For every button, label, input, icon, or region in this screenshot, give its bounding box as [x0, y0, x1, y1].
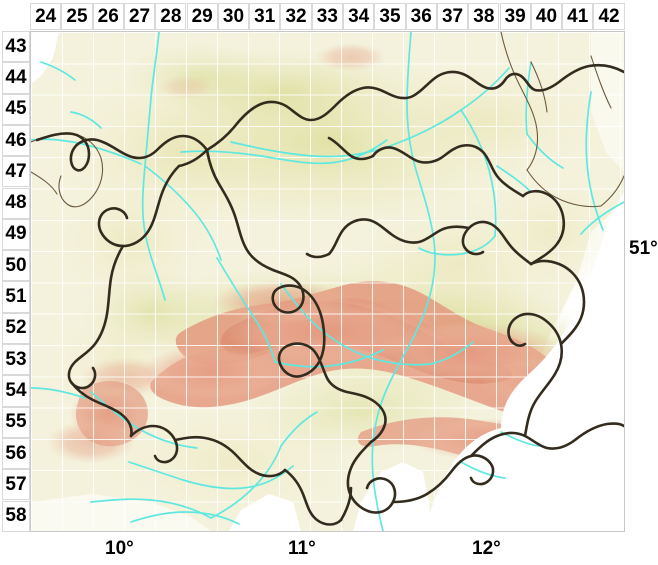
row-label-53: 53 [2, 344, 30, 376]
row-label-44: 44 [2, 62, 30, 94]
column-label-37: 37 [436, 3, 469, 30]
row-label-43: 43 [2, 31, 30, 63]
column-label-36: 36 [405, 3, 437, 30]
latitude-label: 51° [629, 238, 658, 259]
longitude-label: 11° [288, 538, 316, 559]
row-label-56: 56 [2, 437, 30, 470]
column-label-33: 33 [311, 3, 343, 30]
column-label-25: 25 [61, 3, 93, 30]
column-label-41: 41 [562, 3, 594, 30]
column-label-29: 29 [186, 3, 218, 30]
row-label-58: 58 [2, 500, 30, 532]
column-label-24: 24 [30, 3, 62, 30]
column-label-27: 27 [123, 3, 156, 30]
column-label-35: 35 [374, 3, 406, 30]
map-canvas[interactable] [30, 31, 625, 532]
row-label-51: 51 [2, 281, 30, 313]
row-label-45: 45 [2, 93, 30, 125]
row-label-48: 48 [2, 187, 30, 219]
column-label-34: 34 [343, 3, 375, 30]
state-border-layer [35, 63, 624, 526]
row-label-50: 50 [2, 250, 30, 282]
row-label-49: 49 [2, 218, 30, 251]
map-terrain [31, 32, 624, 531]
row-label-47: 47 [2, 156, 30, 188]
column-label-39: 39 [499, 3, 531, 30]
column-label-31: 31 [249, 3, 281, 30]
row-label-54: 54 [2, 375, 30, 407]
row-label-57: 57 [2, 469, 30, 501]
column-label-26: 26 [92, 3, 124, 30]
column-label-32: 32 [280, 3, 312, 30]
column-label-38: 38 [468, 3, 500, 30]
row-label-46: 46 [2, 124, 30, 157]
longitude-label: 12° [472, 538, 501, 559]
row-label-52: 52 [2, 312, 30, 344]
longitude-label: 10° [105, 538, 134, 559]
column-label-42: 42 [593, 3, 625, 30]
column-label-30: 30 [217, 3, 250, 30]
row-label-55: 55 [2, 406, 30, 438]
column-label-40: 40 [530, 3, 563, 30]
column-label-28: 28 [155, 3, 187, 30]
